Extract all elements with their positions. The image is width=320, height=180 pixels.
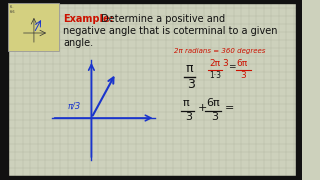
Text: =: = [225, 103, 235, 113]
Text: 3: 3 [211, 112, 218, 122]
Text: 6π: 6π [206, 98, 220, 108]
Text: 3: 3 [240, 71, 246, 80]
Text: π: π [183, 98, 189, 108]
Text: 3: 3 [187, 78, 195, 91]
Text: π/3: π/3 [68, 102, 81, 111]
Text: Example:: Example: [63, 14, 114, 24]
Text: 1·3: 1·3 [209, 71, 221, 80]
Text: =: = [228, 62, 236, 71]
Text: 6π: 6π [236, 59, 248, 68]
Text: 2π: 2π [209, 59, 220, 68]
Bar [0, 0, 8, 180]
Text: angle.: angle. [63, 38, 93, 48]
Bar [0, 0, 301, 3]
Text: negative angle that is coterminal to a given: negative angle that is coterminal to a g… [63, 26, 278, 36]
Bar [8, 3, 60, 51]
Bar [296, 0, 301, 180]
Text: 3: 3 [185, 112, 192, 122]
Text: 2π radians = 360 degrees: 2π radians = 360 degrees [174, 48, 266, 54]
Text: π: π [186, 62, 193, 75]
Text: 6..: 6.. [9, 5, 14, 9]
Text: +: + [198, 103, 207, 113]
Text: Determine a positive and: Determine a positive and [98, 14, 225, 24]
Text: 3: 3 [222, 59, 228, 68]
Text: 6·6: 6·6 [9, 10, 15, 14]
Bar [0, 176, 301, 180]
